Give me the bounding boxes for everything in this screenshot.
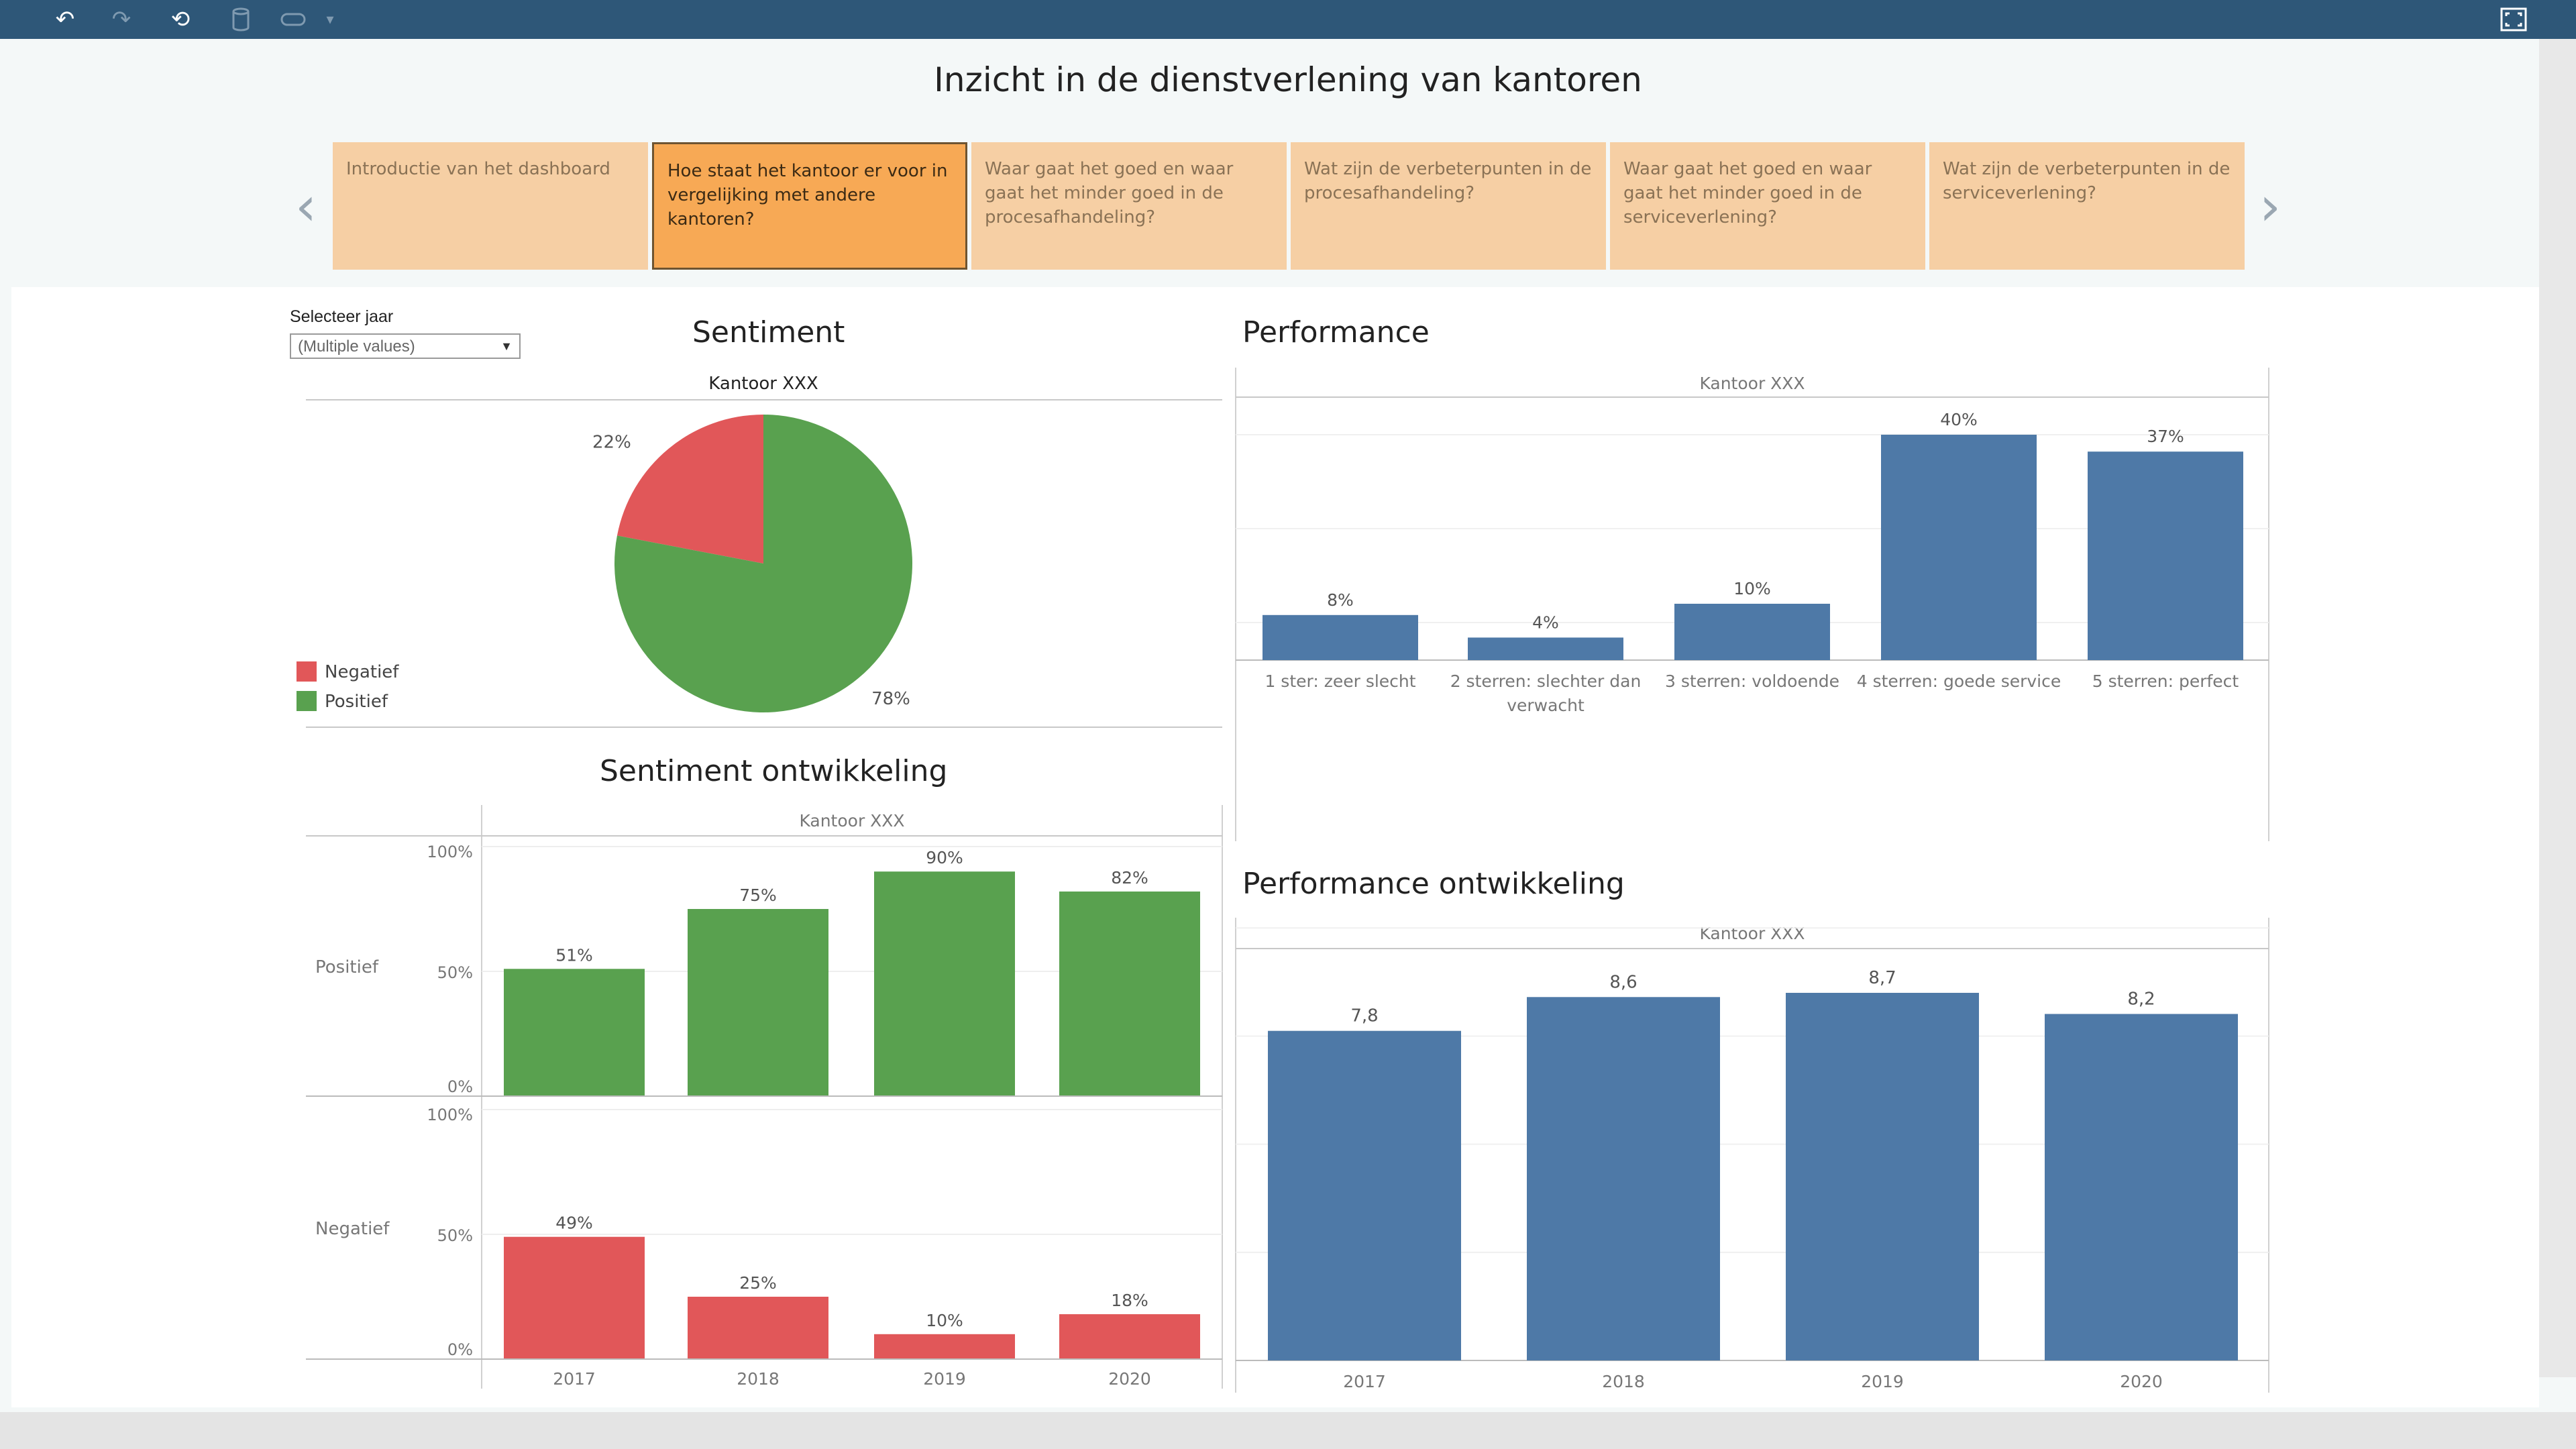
dashboard-canvas xyxy=(11,287,2539,1407)
story-point-2[interactable]: Hoe staat het kantoor er voor in vergeli… xyxy=(652,142,967,270)
previous-arrow-icon[interactable]: ‹ xyxy=(295,174,317,237)
story-title: Inzicht in de dienstverlening van kantor… xyxy=(934,60,1642,99)
story-point-1[interactable]: Introductie van het dashboard xyxy=(333,142,648,270)
sentiment-ontwikkeling-title: Sentiment ontwikkeling xyxy=(600,754,948,788)
fullscreen-icon[interactable] xyxy=(2498,4,2529,35)
pause-icon[interactable] xyxy=(278,4,309,35)
dropdown-icon[interactable]: ▾ xyxy=(326,11,334,28)
datasource-icon[interactable] xyxy=(225,4,256,35)
chevron-down-icon: ▼ xyxy=(500,339,513,353)
sentiment-title: Sentiment xyxy=(692,315,845,350)
year-filter-select[interactable]: (Multiple values) ▼ xyxy=(290,333,521,359)
redo-icon[interactable]: ↷ xyxy=(111,6,131,33)
toolbar: ↶ ↷ ⟲ ▾ xyxy=(0,0,2576,39)
undo-icon[interactable]: ↶ xyxy=(55,6,75,33)
filter-value: (Multiple values) xyxy=(298,337,415,356)
next-arrow-icon[interactable]: › xyxy=(2259,174,2281,237)
filter-label: Selecteer jaar xyxy=(290,307,394,326)
story-point-4[interactable]: Wat zijn de verbeterpunten in de procesa… xyxy=(1291,142,1606,270)
story-point-3[interactable]: Waar gaat het goed en waar gaat het mind… xyxy=(971,142,1287,270)
revert-icon[interactable]: ⟲ xyxy=(170,6,191,33)
story-point-5[interactable]: Waar gaat het goed en waar gaat het mind… xyxy=(1610,142,1925,270)
story-point-6[interactable]: Wat zijn de verbeterpunten in de service… xyxy=(1929,142,2245,270)
vertical-scrollbar[interactable] xyxy=(2539,39,2576,1377)
performance-title: Performance xyxy=(1242,315,1430,350)
performance-ontwikkeling-title: Performance ontwikkeling xyxy=(1242,867,1625,901)
horizontal-scrollbar[interactable] xyxy=(0,1412,2576,1449)
